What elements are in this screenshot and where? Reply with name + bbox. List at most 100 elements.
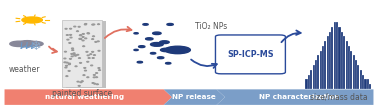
- Circle shape: [67, 39, 69, 40]
- Circle shape: [88, 33, 90, 34]
- Bar: [355, 60, 357, 89]
- Bar: [305, 79, 308, 89]
- Circle shape: [82, 40, 84, 41]
- Circle shape: [79, 38, 81, 39]
- Text: natural weathering: natural weathering: [45, 94, 124, 100]
- Bar: [313, 65, 314, 89]
- Polygon shape: [164, 89, 225, 105]
- Circle shape: [20, 41, 35, 45]
- Text: TiO₂ NPs: TiO₂ NPs: [195, 22, 227, 31]
- Bar: [343, 37, 345, 89]
- Circle shape: [68, 64, 70, 65]
- Bar: [364, 79, 367, 89]
- Bar: [350, 51, 352, 89]
- Text: SP-ICP-MS: SP-ICP-MS: [227, 50, 274, 59]
- Circle shape: [143, 24, 148, 25]
- Circle shape: [71, 48, 73, 49]
- Circle shape: [85, 38, 87, 39]
- Circle shape: [70, 37, 72, 38]
- Circle shape: [97, 41, 99, 42]
- Circle shape: [80, 82, 82, 83]
- Circle shape: [65, 67, 67, 68]
- FancyBboxPatch shape: [215, 35, 285, 74]
- Circle shape: [65, 51, 67, 52]
- Circle shape: [134, 33, 138, 34]
- Text: ❄: ❄: [31, 40, 41, 53]
- Circle shape: [77, 31, 79, 32]
- Circle shape: [22, 17, 42, 23]
- Bar: [322, 46, 324, 89]
- Bar: [362, 74, 364, 89]
- Bar: [317, 56, 319, 89]
- Bar: [334, 22, 336, 89]
- Bar: [339, 27, 341, 89]
- Circle shape: [20, 43, 33, 47]
- Bar: [332, 27, 333, 89]
- Circle shape: [160, 41, 169, 44]
- Bar: [310, 70, 312, 89]
- Text: NP characterization: NP characterization: [259, 94, 339, 100]
- Bar: [66, 21, 106, 88]
- Circle shape: [91, 65, 93, 66]
- Circle shape: [64, 62, 66, 63]
- Text: weather: weather: [9, 65, 40, 74]
- Bar: [315, 60, 317, 89]
- Bar: [324, 41, 327, 89]
- Circle shape: [84, 24, 86, 25]
- Circle shape: [75, 66, 77, 67]
- Circle shape: [161, 48, 172, 52]
- Circle shape: [94, 83, 96, 84]
- Circle shape: [70, 28, 71, 29]
- Circle shape: [79, 35, 81, 36]
- Circle shape: [137, 61, 143, 63]
- Circle shape: [153, 32, 161, 35]
- Circle shape: [158, 57, 164, 59]
- Circle shape: [64, 58, 66, 59]
- Circle shape: [87, 55, 89, 56]
- Bar: [308, 74, 310, 89]
- Circle shape: [10, 41, 28, 47]
- Circle shape: [74, 26, 76, 27]
- Circle shape: [134, 49, 138, 51]
- Circle shape: [85, 70, 87, 71]
- Bar: [329, 32, 331, 89]
- Circle shape: [146, 38, 153, 40]
- Circle shape: [87, 61, 89, 62]
- Circle shape: [150, 53, 156, 54]
- Bar: [319, 51, 322, 89]
- Bar: [353, 56, 355, 89]
- Circle shape: [167, 24, 173, 25]
- Circle shape: [165, 46, 191, 54]
- Circle shape: [166, 62, 171, 64]
- Circle shape: [77, 81, 79, 82]
- Text: NP release: NP release: [172, 94, 216, 100]
- Circle shape: [74, 55, 76, 56]
- Bar: [367, 79, 369, 89]
- Circle shape: [66, 62, 68, 63]
- Circle shape: [96, 84, 98, 85]
- Circle shape: [68, 63, 70, 64]
- Bar: [345, 41, 348, 89]
- Circle shape: [65, 65, 67, 66]
- Circle shape: [83, 46, 85, 47]
- Bar: [341, 32, 343, 89]
- Bar: [336, 22, 338, 89]
- Circle shape: [93, 24, 95, 25]
- Bar: [62, 20, 102, 87]
- Circle shape: [92, 24, 94, 25]
- Circle shape: [73, 53, 75, 54]
- Bar: [360, 70, 362, 89]
- Circle shape: [71, 56, 73, 57]
- Text: painted surface: painted surface: [52, 89, 112, 98]
- Bar: [348, 46, 350, 89]
- Circle shape: [139, 46, 145, 48]
- Polygon shape: [217, 89, 373, 105]
- Circle shape: [93, 77, 95, 78]
- Circle shape: [98, 24, 99, 25]
- Bar: [357, 65, 359, 89]
- Circle shape: [26, 41, 43, 46]
- Circle shape: [150, 43, 163, 46]
- Circle shape: [93, 36, 94, 37]
- Bar: [327, 37, 329, 89]
- Text: size/mass data: size/mass data: [310, 92, 367, 101]
